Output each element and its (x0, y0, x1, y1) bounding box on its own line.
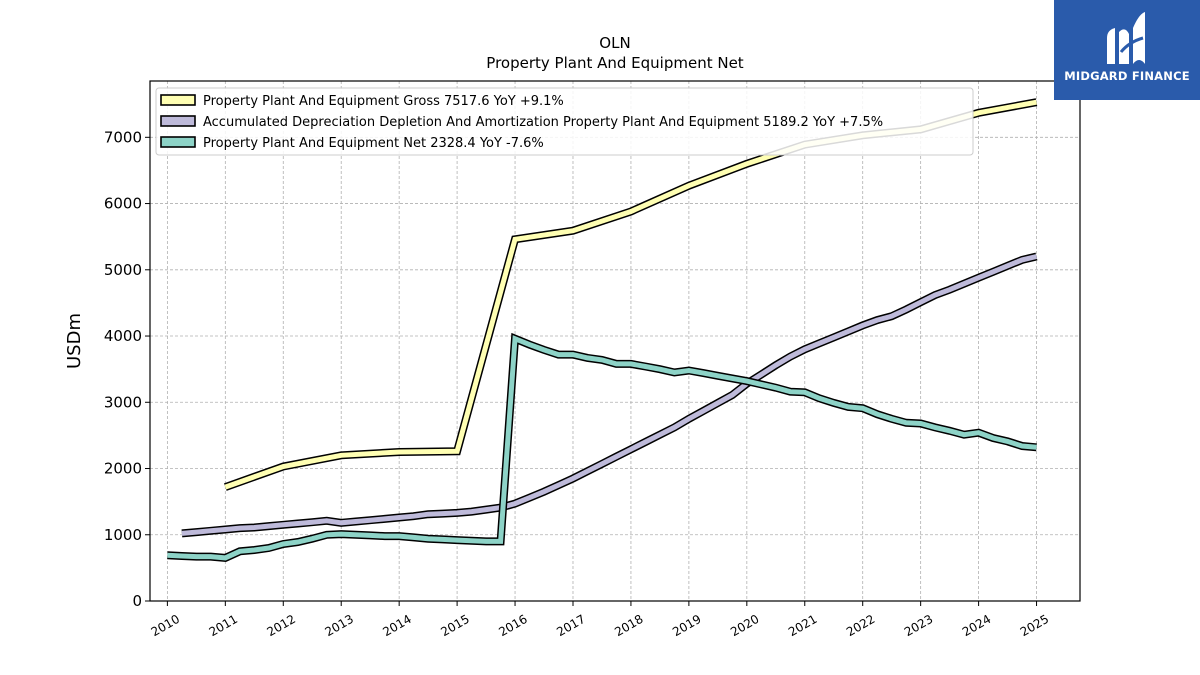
x-tick-label: 2016 (496, 612, 529, 639)
legend-label-2: Property Plant And Equipment Net 2328.4 … (203, 136, 544, 151)
x-tick-label: 2010 (149, 612, 182, 639)
x-tick-label: 2013 (322, 612, 355, 639)
series-line-outline-0 (223, 98, 1038, 491)
brand-mark-icon (1107, 12, 1145, 64)
series-line-1 (181, 254, 1038, 536)
x-tick-label: 2024 (960, 612, 993, 639)
series-line-outline-1 (181, 252, 1038, 538)
x-tick-label: 2025 (1018, 612, 1051, 639)
x-tick-label: 2018 (612, 612, 645, 639)
legend-swatch-2 (160, 136, 196, 148)
y-tick-label: 7000 (104, 128, 142, 146)
legend-label-0: Property Plant And Equipment Gross 7517.… (203, 94, 564, 109)
x-tick-label: 2014 (380, 612, 413, 639)
chart-title: OLN (599, 34, 630, 52)
y-tick-label: 1000 (104, 526, 142, 544)
y-tick-label: 4000 (104, 327, 142, 345)
y-tick-label: 2000 (104, 460, 142, 478)
y-tick-label: 6000 (104, 195, 142, 213)
x-tick-label: 2012 (265, 612, 298, 639)
legend: Property Plant And Equipment Gross 7517.… (155, 87, 974, 156)
x-tick-label: 2017 (554, 612, 587, 639)
y-axis-label: USDm (64, 313, 85, 369)
legend-frame (155, 87, 974, 156)
y-axis: 0 1000 2000 3000 4000 5000 6000 7000 (104, 128, 150, 610)
y-tick-label: 5000 (104, 261, 142, 279)
chart-subtitle: Property Plant And Equipment Net (486, 54, 743, 72)
brand-name: MIDGARD FINANCE (1064, 69, 1190, 83)
series-line-0 (224, 99, 1037, 490)
legend-label-1: Accumulated Depreciation Depletion And A… (203, 115, 883, 130)
x-tick-label: 2023 (902, 612, 935, 639)
series-group (167, 98, 1038, 562)
x-tick-label: 2011 (207, 612, 240, 639)
x-tick-label: 2019 (670, 612, 703, 639)
x-tick-label: 2015 (438, 612, 471, 639)
x-tick-label: 2022 (844, 612, 877, 639)
y-tick-label: 3000 (104, 393, 142, 411)
x-tick-label: 2021 (786, 612, 819, 639)
brand-logo: MIDGARD FINANCE (1054, 0, 1200, 100)
series-line-2 (167, 335, 1037, 561)
legend-swatch-1 (160, 115, 196, 127)
legend-swatch-0 (160, 94, 196, 106)
plot-frame (149, 80, 1081, 602)
y-tick-label: 0 (132, 592, 142, 610)
x-tick-label: 2020 (728, 612, 761, 639)
x-axis: 2010 2011 2012 2013 2014 2015 2016 2017 2018 2019… (149, 601, 1051, 639)
